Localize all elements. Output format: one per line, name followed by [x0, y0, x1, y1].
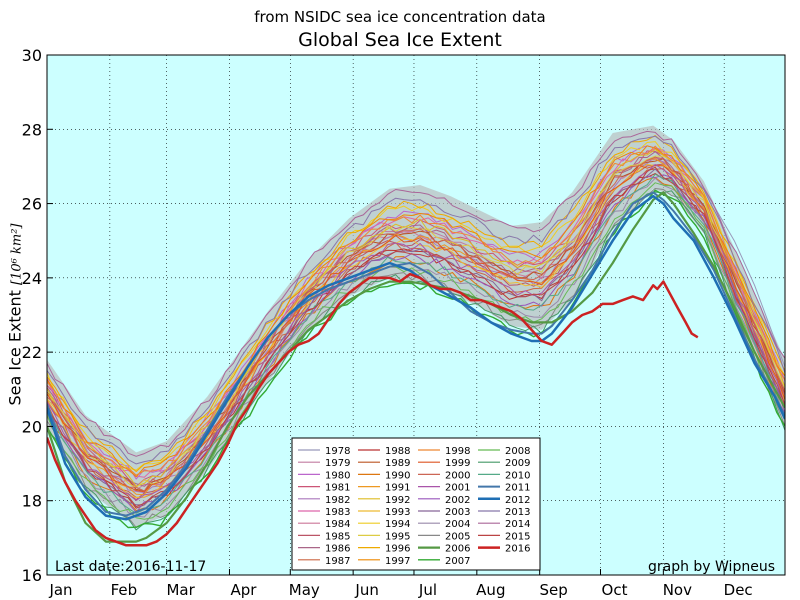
y-tick-label: 28 — [22, 120, 42, 139]
legend-label: 1993 — [385, 507, 410, 518]
chart-title: Global Sea Ice Extent — [298, 29, 502, 51]
legend-label: 1980 — [325, 470, 350, 481]
x-tick-label: Mar — [166, 581, 195, 599]
legend-label: 1994 — [385, 519, 410, 530]
legend-label: 1984 — [325, 519, 350, 530]
x-tick-label: Aug — [476, 581, 505, 599]
legend-label: 1981 — [325, 483, 350, 494]
x-tick-label: Oct — [602, 581, 628, 599]
legend-label: 1983 — [325, 507, 350, 518]
y-tick-label: 26 — [22, 195, 42, 214]
x-tick-label: Dec — [724, 581, 753, 599]
plot-frame — [46, 54, 786, 576]
series-line-2008 — [47, 182, 785, 520]
series-line-1986 — [47, 151, 785, 487]
legend-label: 2008 — [505, 446, 530, 457]
y-tick-label: 16 — [22, 566, 42, 585]
x-tick-label: Apr — [230, 581, 257, 599]
legend-label: 1985 — [325, 531, 350, 542]
series-line-2014 — [47, 130, 785, 457]
series-line-2001 — [47, 164, 785, 501]
series-line-2000 — [47, 156, 785, 492]
legend-label: 1979 — [325, 458, 350, 469]
series-line-1992 — [47, 149, 785, 487]
legend-label: 2005 — [445, 531, 470, 542]
x-tick-label: May — [289, 581, 320, 599]
y-tick-label: 18 — [22, 492, 42, 511]
legend-label: 2010 — [505, 470, 530, 481]
x-tick-label: Jul — [418, 581, 437, 599]
series-line-2016 — [47, 272, 699, 547]
legend-label: 1999 — [445, 458, 470, 469]
y-tick-label: 20 — [22, 417, 42, 436]
legend-label: 2007 — [445, 556, 470, 567]
legend-label: 2000 — [445, 470, 470, 481]
legend-label: 2001 — [445, 483, 470, 494]
y-tick-label: 22 — [22, 343, 42, 362]
credit-annotation: graph by Wipneus — [648, 559, 775, 575]
legend-label: 1986 — [325, 544, 350, 555]
x-tick-label: Jan — [48, 581, 72, 599]
series-line-2013 — [47, 135, 785, 465]
legend-label: 1997 — [385, 556, 410, 567]
series-line-2011 — [47, 191, 785, 517]
legend-label: 2014 — [505, 519, 530, 530]
series-line-1998 — [47, 145, 785, 476]
y-tick-label: 24 — [22, 269, 42, 288]
x-tick-label: Jun — [354, 581, 378, 599]
legend-label: 2012 — [505, 495, 530, 506]
legend-label: 2013 — [505, 507, 530, 518]
series-line-2012 — [47, 194, 785, 521]
series-line-2006 — [47, 191, 785, 543]
axis-ticks: 16 18 20 22 24 26 28 30 Jan Feb Mar Apr May Jun Jul Aug… — [22, 46, 753, 599]
legend-label: 2004 — [445, 519, 470, 530]
legend-label: 1988 — [385, 446, 410, 457]
series-lines — [47, 130, 785, 547]
series-line-2010 — [47, 173, 785, 514]
series-line-2004 — [47, 177, 785, 518]
series-line-1999 — [47, 164, 785, 493]
legend-label: 1995 — [385, 531, 410, 542]
series-line-1994 — [47, 141, 785, 471]
last-date-annotation: Last date:2016-11-17 — [55, 559, 206, 575]
x-tick-label: Sep — [540, 581, 568, 599]
legend-label: 1982 — [325, 495, 350, 506]
legend-label: 1996 — [385, 544, 410, 555]
x-tick-label: Nov — [663, 581, 692, 599]
legend-label: 1989 — [385, 458, 410, 469]
legend-label: 2011 — [505, 483, 530, 494]
legend-label: 1998 — [445, 446, 470, 457]
legend-label: 1991 — [385, 483, 410, 494]
legend-label: 2002 — [445, 495, 470, 506]
legend-label: 2006 — [445, 544, 470, 555]
legend-label: 2003 — [445, 507, 470, 518]
legend-label: 2009 — [505, 458, 530, 469]
legend-label: 1992 — [385, 495, 410, 506]
x-tick-label: Feb — [111, 581, 138, 599]
legend-label: 1987 — [325, 556, 350, 567]
chart-supertitle: from NSIDC sea ice concentration data — [254, 8, 546, 26]
legend-label: 2016 — [505, 544, 530, 555]
legend-label: 1990 — [385, 470, 410, 481]
legend-label: 1978 — [325, 446, 350, 457]
y-tick-label: 30 — [22, 46, 42, 65]
legend-label: 2015 — [505, 531, 530, 542]
